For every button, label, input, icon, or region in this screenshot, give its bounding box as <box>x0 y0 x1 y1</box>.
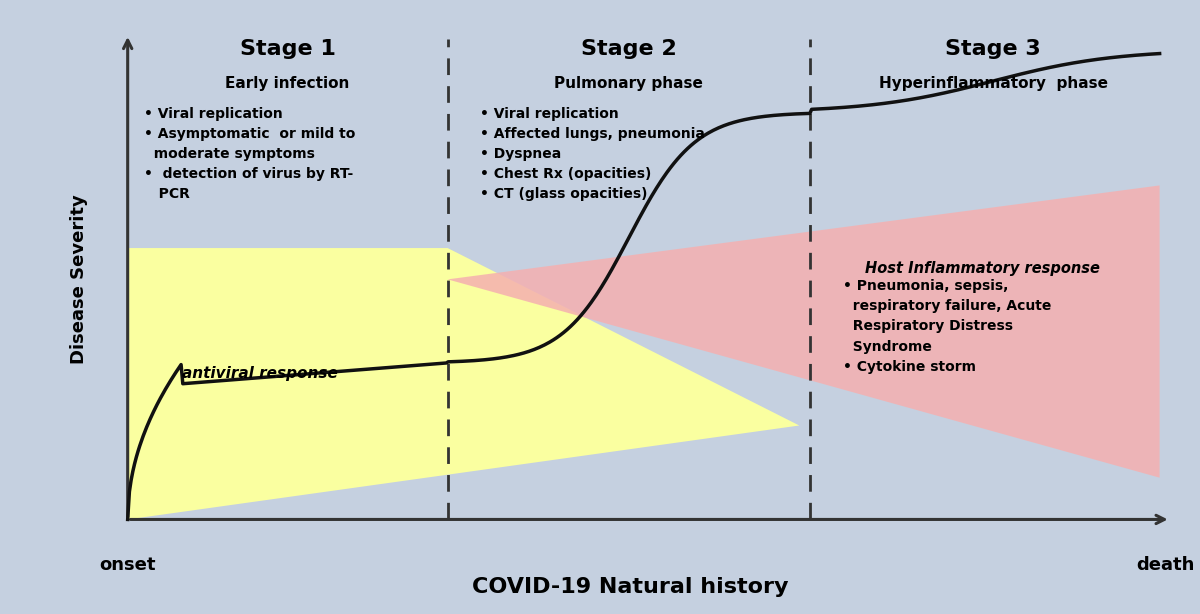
Text: • Viral replication
• Asymptomatic  or mild to
  moderate symptoms
•  detection : • Viral replication • Asymptomatic or mi… <box>144 107 355 201</box>
Text: Early infection: Early infection <box>226 76 350 91</box>
Text: Hyperinflammatory  phase: Hyperinflammatory phase <box>878 76 1108 91</box>
Text: Disease Severity: Disease Severity <box>70 195 88 364</box>
Text: Stage 2: Stage 2 <box>581 39 677 60</box>
Text: Host Inflammatory response: Host Inflammatory response <box>865 262 1099 276</box>
Text: Pulmonary phase: Pulmonary phase <box>554 76 703 91</box>
Polygon shape <box>448 185 1159 478</box>
Text: Stage 3: Stage 3 <box>946 39 1040 60</box>
Text: antiviral response: antiviral response <box>182 366 338 381</box>
Text: death: death <box>1136 556 1194 574</box>
Text: • Pneumonia, sepsis,
  respiratory failure, Acute
  Respiratory Distress
  Syndr: • Pneumonia, sepsis, respiratory failure… <box>842 279 1051 373</box>
Text: onset: onset <box>100 556 156 574</box>
Text: • Viral replication
• Affected lungs, pneumonia
• Dyspnea
• Chest Rx (opacities): • Viral replication • Affected lungs, pn… <box>480 107 706 201</box>
Text: Stage 1: Stage 1 <box>240 39 336 60</box>
Text: COVID-19 Natural history: COVID-19 Natural history <box>472 577 788 597</box>
Polygon shape <box>127 248 799 519</box>
